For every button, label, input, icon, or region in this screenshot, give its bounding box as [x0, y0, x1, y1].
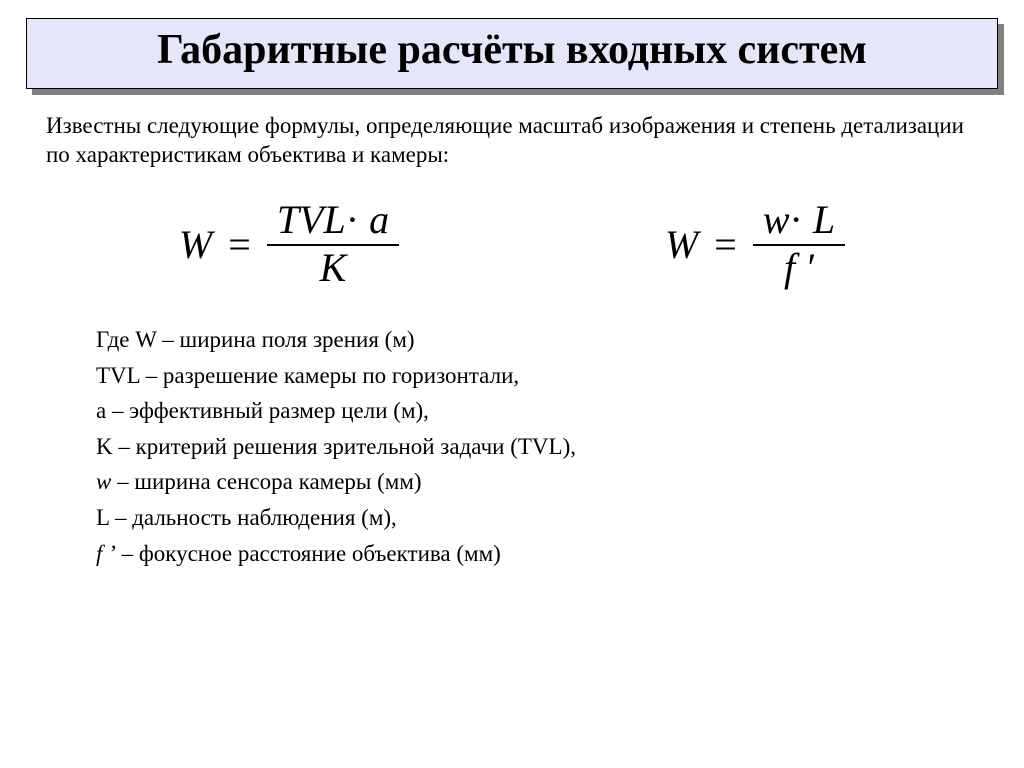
- formula1-dot: ·: [346, 197, 359, 242]
- def-row: Где W – ширина поля зрения (м): [96, 322, 968, 358]
- formula1-eq: =: [228, 221, 251, 268]
- def-symbol: L: [96, 505, 109, 530]
- formula1-num-b: a: [369, 197, 389, 242]
- formula-2: W = w· L f ′: [665, 198, 845, 292]
- def-row: TVL – разрешение камеры по горизонтали,: [96, 358, 968, 394]
- intro-text: Известны следующие формулы, определяющие…: [46, 111, 978, 170]
- formula2-lhs: W: [665, 221, 698, 268]
- def-symbol: f ’: [96, 541, 116, 566]
- formula1-denominator: K: [310, 246, 357, 292]
- formulas-row: W = TVL· a K W = w· L f ′: [46, 198, 978, 292]
- formula1-fraction: TVL· a K: [267, 198, 399, 292]
- def-symbol: TVL: [96, 363, 140, 388]
- def-row: w – ширина сенсора камеры (мм): [96, 464, 968, 500]
- def-row: a – эффективный размер цели (м),: [96, 393, 968, 429]
- def-row: f ’ – фокусное расстояние объектива (мм): [96, 536, 968, 572]
- def-row: K – критерий решения зрительной задачи (…: [96, 429, 968, 465]
- formula1-numerator: TVL· a: [267, 198, 399, 246]
- def-symbol: Где W: [96, 327, 157, 352]
- def-text: – фокусное расстояние объектива (мм): [116, 541, 501, 566]
- def-row: L – дальность наблюдения (м),: [96, 500, 968, 536]
- slide-title: Габаритные расчёты входных систем: [37, 27, 987, 74]
- title-box: Габаритные расчёты входных систем: [26, 18, 998, 89]
- def-text: – ширина поля зрения (м): [157, 327, 415, 352]
- def-text: – ширина сенсора камеры (мм): [111, 469, 421, 494]
- def-text: – эффективный размер цели (м),: [106, 398, 429, 423]
- title-container: Габаритные расчёты входных систем: [26, 18, 998, 89]
- def-text: – разрешение камеры по горизонтали,: [140, 363, 519, 388]
- def-symbol: a: [96, 398, 106, 423]
- formula2-dot: ·: [790, 197, 803, 242]
- formula1-num-a: TVL: [277, 197, 346, 242]
- formula2-fraction: w· L f ′: [753, 198, 845, 292]
- formula2-numerator: w· L: [753, 198, 845, 246]
- def-text: – критерий решения зрительной задачи (TV…: [113, 434, 576, 459]
- formula-1: W = TVL· a K: [179, 198, 399, 292]
- definitions-list: Где W – ширина поля зрения (м) TVL – раз…: [96, 322, 968, 571]
- def-text: – дальность наблюдения (м),: [109, 505, 397, 530]
- formula1-lhs: W: [179, 221, 212, 268]
- def-symbol: w: [96, 469, 111, 494]
- def-symbol: K: [96, 434, 113, 459]
- formula2-eq: =: [714, 221, 737, 268]
- formula2-num-a: w: [763, 197, 790, 242]
- slide: Габаритные расчёты входных систем Извест…: [0, 0, 1024, 768]
- formula2-num-b: L: [813, 197, 835, 242]
- formula2-denominator: f ′: [774, 246, 824, 292]
